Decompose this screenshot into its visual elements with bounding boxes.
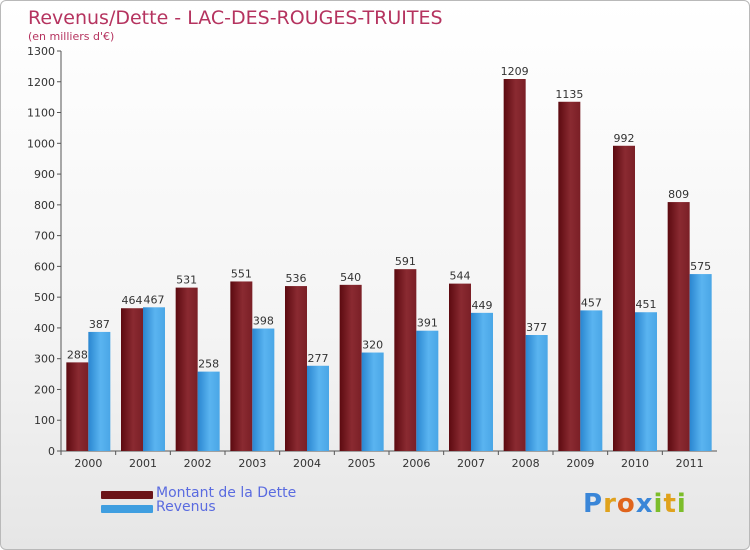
legend-swatch-revenus — [101, 505, 153, 513]
y-tick-label: 200 — [34, 383, 55, 396]
data-label: 391 — [417, 317, 438, 330]
data-label: 544 — [450, 270, 471, 283]
chart-title: Revenus/Dette - LAC-DES-ROUGES-TRUITES — [28, 7, 443, 29]
data-label: 451 — [636, 298, 657, 311]
data-label: 992 — [614, 132, 635, 145]
y-tick-label: 0 — [48, 445, 55, 458]
data-label: 288 — [67, 348, 88, 361]
bar-revenus — [361, 352, 384, 451]
data-label: 457 — [581, 296, 602, 309]
bar-dette — [66, 362, 89, 451]
y-tick-label: 800 — [34, 199, 55, 212]
legend-swatch-dette — [101, 491, 153, 499]
bar-revenus — [143, 307, 165, 451]
bar-dette — [285, 286, 307, 451]
bar-revenus — [471, 312, 493, 451]
bar-revenus — [635, 312, 657, 451]
y-tick-label: 1200 — [27, 76, 55, 89]
y-tick-label: 1300 — [27, 45, 55, 58]
legend-label-revenus: Revenus — [156, 499, 216, 515]
y-tick-label: 300 — [34, 353, 55, 366]
data-label: 591 — [395, 255, 416, 268]
x-tick-label: 2009 — [566, 457, 594, 470]
bar-revenus — [416, 330, 439, 451]
data-label: 1209 — [501, 65, 529, 78]
data-label: 258 — [198, 358, 219, 371]
y-tick-label: 500 — [34, 291, 55, 304]
bar-dette — [121, 308, 143, 451]
data-label: 387 — [89, 318, 110, 331]
bar-dette — [667, 202, 690, 451]
logo-letter: r — [603, 489, 617, 519]
bar-dette — [339, 284, 362, 451]
data-label: 398 — [253, 315, 274, 328]
logo-letter: x — [635, 489, 654, 519]
logo-letter: P — [583, 489, 604, 519]
logo-letter: i — [676, 489, 687, 519]
x-tick-label: 2001 — [129, 457, 157, 470]
x-tick-label: 2002 — [184, 457, 212, 470]
x-tick-label: 2011 — [676, 457, 704, 470]
data-label: 464 — [122, 294, 143, 307]
y-tick-label: 1000 — [27, 137, 55, 150]
legend-label-dette: Montant de la Dette — [156, 485, 297, 501]
data-label: 467 — [144, 293, 165, 306]
data-label: 809 — [668, 188, 689, 201]
x-tick-label: 2005 — [348, 457, 376, 470]
data-label: 449 — [472, 299, 493, 312]
bar-revenus — [307, 365, 329, 451]
x-tick-label: 2008 — [512, 457, 540, 470]
data-label: 320 — [362, 339, 383, 352]
data-label: 536 — [286, 272, 307, 285]
logo-letter: t — [663, 489, 677, 519]
data-label: 551 — [231, 267, 252, 280]
logo-letter: i — [653, 489, 664, 519]
bar-dette — [230, 281, 253, 451]
x-tick-label: 2007 — [457, 457, 485, 470]
proxiti-logo: Proxiti — [583, 489, 687, 519]
x-tick-label: 2006 — [402, 457, 430, 470]
bar-revenus — [197, 371, 220, 451]
data-label: 377 — [526, 321, 547, 334]
bar-revenus — [252, 328, 275, 451]
y-tick-label: 700 — [34, 230, 55, 243]
bar-dette — [558, 101, 581, 452]
y-tick-label: 1100 — [27, 107, 55, 120]
bar-dette — [394, 269, 417, 451]
data-label: 531 — [176, 274, 197, 287]
data-label: 540 — [340, 271, 361, 284]
x-tick-label: 2000 — [74, 457, 102, 470]
bar-dette — [175, 287, 198, 451]
x-tick-label: 2003 — [238, 457, 266, 470]
data-label: 1135 — [555, 88, 583, 101]
bar-revenus — [88, 331, 111, 451]
y-tick-label: 900 — [34, 168, 55, 181]
data-label: 575 — [690, 260, 711, 273]
bar-revenus — [689, 274, 712, 451]
x-tick-label: 2004 — [293, 457, 321, 470]
bar-dette — [613, 145, 635, 451]
bar-dette — [503, 79, 526, 451]
logo-letter: o — [616, 489, 636, 519]
y-tick-label: 400 — [34, 322, 55, 335]
bar-revenus — [580, 310, 603, 451]
bar-dette — [449, 283, 471, 451]
y-tick-label: 100 — [34, 414, 55, 427]
chart-subtitle: (en milliers d'€) — [28, 30, 115, 43]
x-tick-label: 2010 — [621, 457, 649, 470]
y-tick-label: 600 — [34, 260, 55, 273]
data-label: 277 — [308, 352, 329, 365]
bar-revenus — [525, 335, 548, 451]
